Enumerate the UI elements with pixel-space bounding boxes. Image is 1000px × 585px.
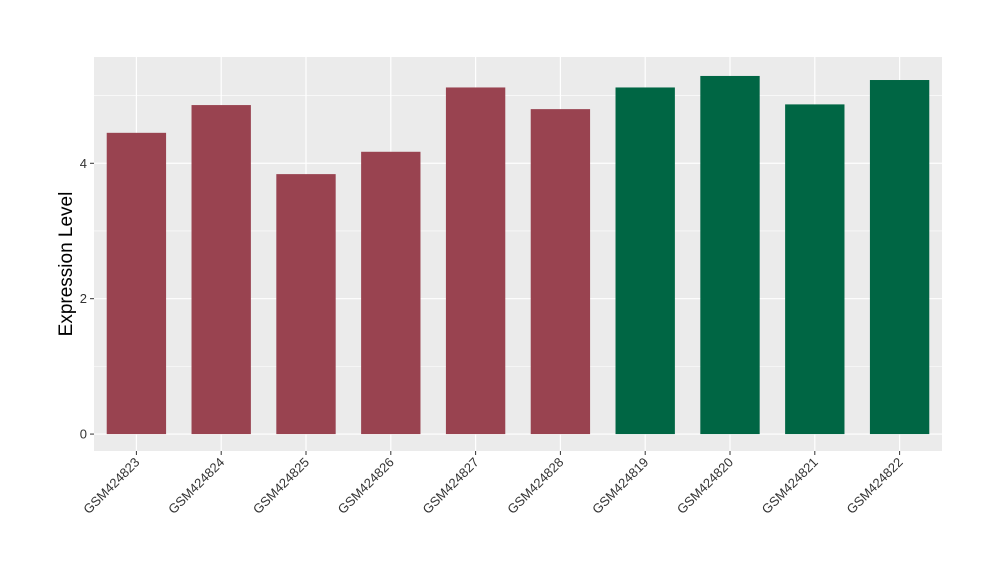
x-axis: GSM424823 GSM424824 GSM424825 GSM424826 GSM4… (80, 451, 906, 517)
bar-GSM424819 (615, 87, 675, 435)
bar-GSM424824 (191, 105, 251, 435)
x-tick-label-GSM424819: GSM424819 (589, 455, 651, 517)
x-tick-label-GSM424820: GSM424820 (674, 455, 736, 517)
x-tick-label-GSM424826: GSM424826 (335, 455, 397, 517)
bar-GSM424827 (445, 87, 506, 435)
y-tick-label: 0 (80, 427, 87, 442)
y-axis-title: Expression Level (56, 192, 77, 337)
bar-GSM424821 (785, 104, 845, 435)
x-tick-label-GSM424824: GSM424824 (165, 455, 227, 517)
x-tick-label-GSM424828: GSM424828 (504, 455, 566, 517)
x-tick-label-GSM424827: GSM424827 (419, 455, 481, 517)
y-tick-label: 4 (80, 156, 87, 171)
bar-GSM424822 (869, 80, 930, 435)
x-tick-label-GSM424823: GSM424823 (80, 455, 142, 517)
x-tick-label-GSM424822: GSM424822 (843, 455, 905, 517)
bar-GSM424828 (530, 109, 591, 435)
x-tick-label-GSM424825: GSM424825 (250, 455, 312, 517)
y-axis: 0 2 4 (80, 156, 94, 442)
bar-GSM424823 (106, 132, 167, 435)
y-tick-label: 2 (80, 291, 87, 306)
x-tick-label-GSM424821: GSM424821 (759, 455, 821, 517)
bars-group (106, 75, 930, 435)
bar-GSM424826 (361, 151, 421, 435)
bar-GSM424820 (700, 75, 760, 435)
bar-GSM424825 (276, 174, 336, 435)
